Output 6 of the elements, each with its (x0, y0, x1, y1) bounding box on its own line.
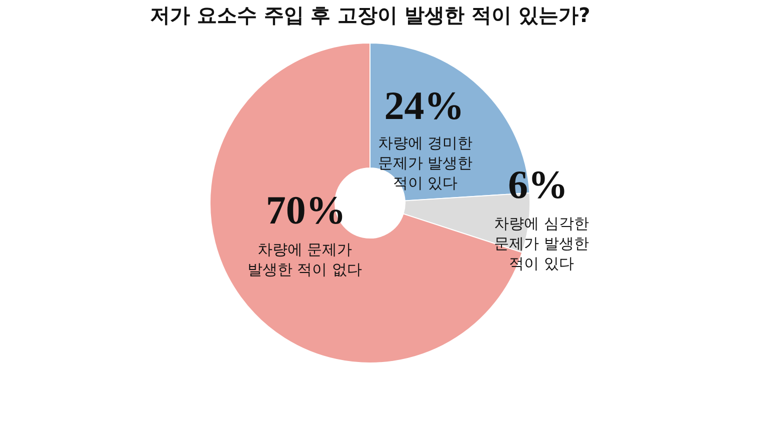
chart-title: 저가 요소수 주입 후 고장이 발생한 적이 있는가? (150, 3, 590, 27)
data-label: 70% (266, 188, 346, 233)
data-label: 24% (384, 83, 464, 128)
slice-label: 차량에 문제가 발생한 적이 없다 (247, 240, 362, 278)
slice-label: 차량에 심각한 문제가 발생한 적이 있다 (494, 214, 590, 273)
data-label: 6% (508, 162, 568, 208)
